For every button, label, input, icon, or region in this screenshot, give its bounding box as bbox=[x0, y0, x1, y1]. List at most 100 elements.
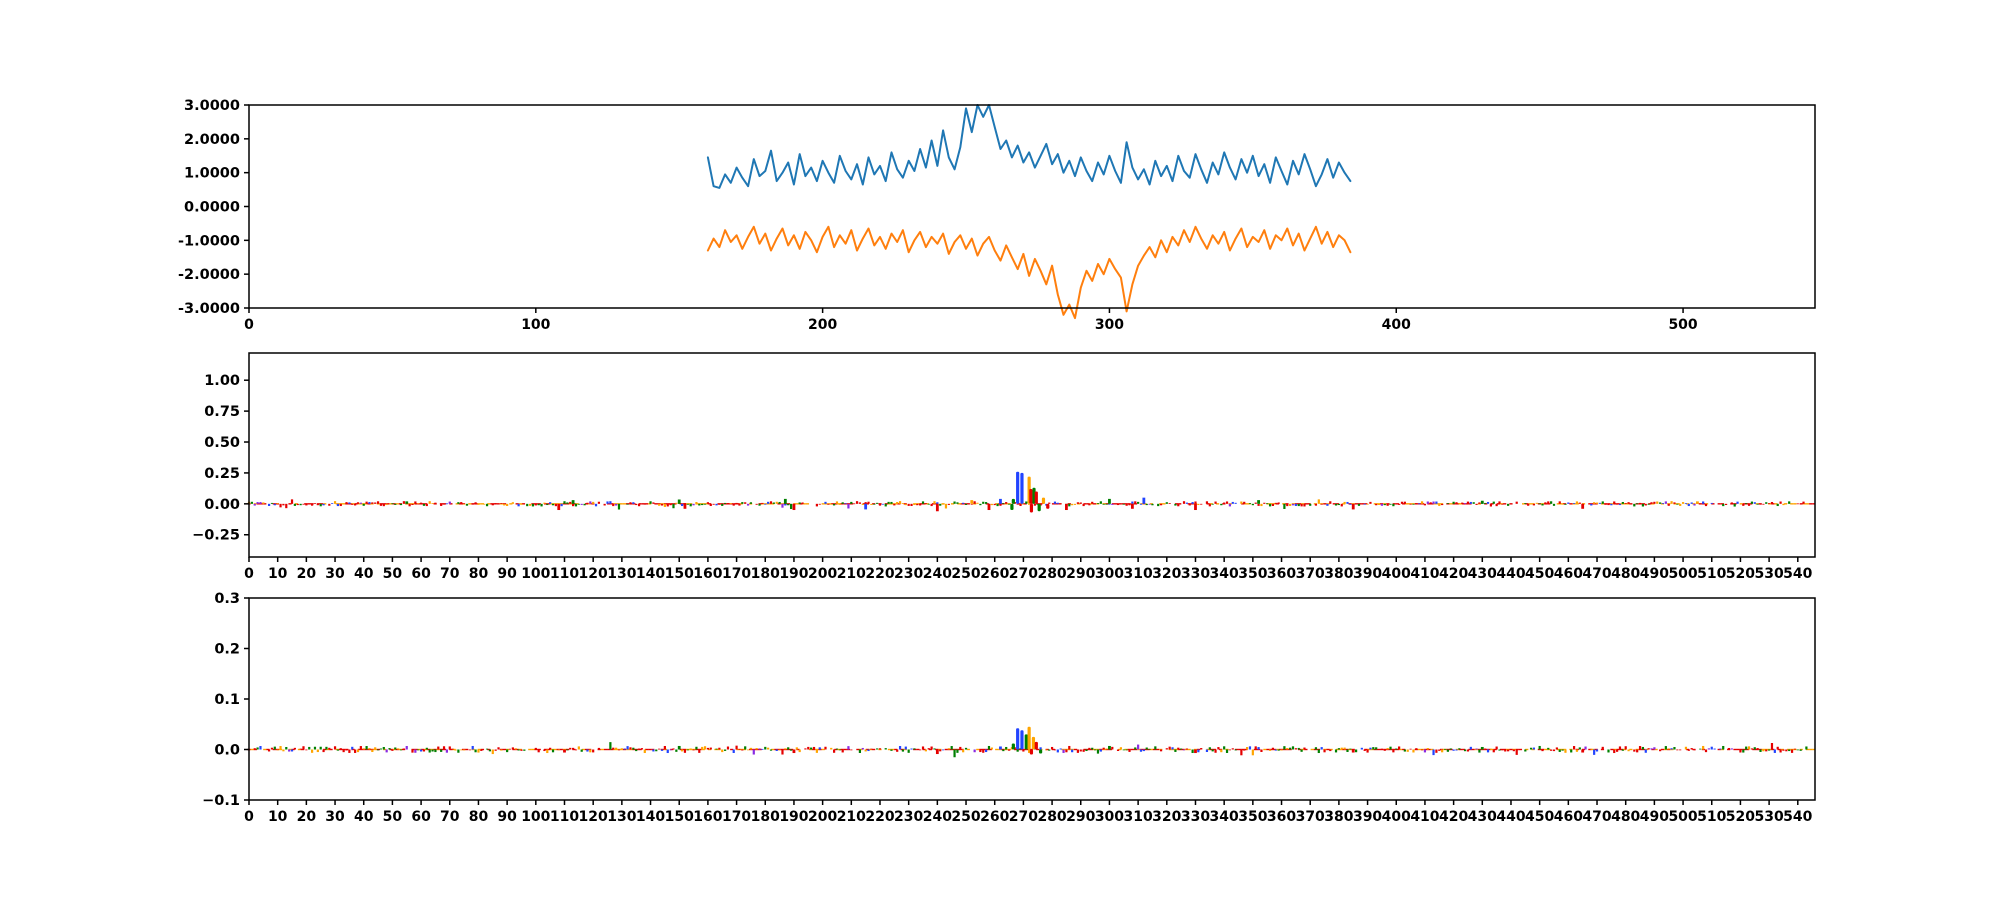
x-tick-label: 390 bbox=[1353, 809, 1382, 825]
x-tick-label: 20 bbox=[297, 809, 317, 825]
attribution-mark bbox=[935, 749, 939, 755]
x-tick-label: 480 bbox=[1611, 809, 1640, 825]
axes-frame bbox=[248, 104, 1816, 309]
x-tick-label: 150 bbox=[665, 809, 694, 825]
x-tick-label: 70 bbox=[440, 566, 460, 582]
y-tick-label: 0.50 bbox=[204, 435, 240, 451]
y-tick-label: 0.00 bbox=[204, 497, 240, 513]
spike-bar bbox=[1037, 503, 1041, 512]
x-tick-label: 60 bbox=[411, 809, 431, 825]
x-tick-label: 280 bbox=[1037, 809, 1066, 825]
y-tick-label: 1.0000 bbox=[184, 166, 240, 182]
x-tick-label: 490 bbox=[1640, 566, 1669, 582]
attribution-mark bbox=[935, 503, 939, 512]
x-tick-label: 10 bbox=[268, 809, 288, 825]
upper-blue-trace bbox=[706, 104, 1352, 189]
x-tick-label: 350 bbox=[1238, 809, 1267, 825]
x-tick-label: 200 bbox=[808, 566, 837, 582]
x-tick-label: 80 bbox=[469, 566, 489, 582]
attribution-mark bbox=[792, 749, 796, 754]
attribution-mark bbox=[1194, 749, 1197, 754]
x-tick-label: 50 bbox=[383, 809, 403, 825]
x-tick-label: 340 bbox=[1210, 566, 1239, 582]
x-tick-label: 390 bbox=[1353, 566, 1382, 582]
x-tick-label: 170 bbox=[722, 566, 751, 582]
spike-bar bbox=[1034, 491, 1038, 504]
x-tick-label: 430 bbox=[1468, 566, 1497, 582]
y-tick-label: 0.3 bbox=[214, 591, 240, 607]
x-tick-label: 300 bbox=[1095, 809, 1124, 825]
x-tick-label: 430 bbox=[1468, 809, 1497, 825]
x-tick-label: 200 bbox=[808, 317, 837, 333]
attribution-mark bbox=[999, 498, 1002, 504]
x-tick-label: 460 bbox=[1554, 566, 1583, 582]
x-tick-label: 500 bbox=[1668, 566, 1697, 582]
x-tick-label: 190 bbox=[779, 809, 808, 825]
attribution-mark bbox=[783, 498, 787, 504]
spike-bar bbox=[1020, 730, 1024, 750]
attribution-mark bbox=[792, 503, 796, 511]
attribution-mark bbox=[987, 503, 991, 511]
x-tick-label: 180 bbox=[751, 809, 780, 825]
x-tick-label: 260 bbox=[980, 566, 1009, 582]
x-tick-label: 250 bbox=[951, 809, 980, 825]
x-tick-label: 0 bbox=[244, 317, 254, 333]
x-tick-label: 320 bbox=[1152, 809, 1181, 825]
attribution-mark bbox=[970, 500, 974, 504]
attribution-mark bbox=[571, 500, 575, 504]
x-tick-label: 100 bbox=[521, 317, 550, 333]
x-tick-label: 140 bbox=[636, 566, 665, 582]
x-axis-ticks: 0 10 20 30 40 50 60 70 80 90 100 110 120 130 140 150 160… bbox=[244, 557, 1813, 582]
x-tick-label: 30 bbox=[325, 566, 345, 582]
x-tick-label: 360 bbox=[1267, 566, 1296, 582]
x-tick-label: 440 bbox=[1496, 809, 1525, 825]
spike-bar bbox=[1011, 498, 1015, 504]
x-tick-label: 470 bbox=[1582, 566, 1611, 582]
spike-bar bbox=[1027, 726, 1031, 750]
attribution-mark bbox=[1480, 746, 1484, 750]
y-tick-label: −0.25 bbox=[192, 528, 240, 544]
x-tick-label: 170 bbox=[722, 809, 751, 825]
spike-bar bbox=[1041, 497, 1046, 504]
x-tick-label: 110 bbox=[550, 566, 579, 582]
x-tick-label: 160 bbox=[693, 809, 722, 825]
x-axis-ticks: 0 100 200 300 400 500 bbox=[244, 308, 1698, 333]
x-tick-label: 500 bbox=[1668, 317, 1697, 333]
y-tick-label: -2.0000 bbox=[178, 267, 240, 283]
attribution-noise-marks bbox=[247, 742, 1808, 758]
x-tick-label: 290 bbox=[1066, 809, 1095, 825]
attribution-mark bbox=[864, 503, 868, 510]
spike-bar bbox=[1020, 472, 1024, 504]
x-tick-label: 90 bbox=[497, 809, 517, 825]
attribution-mark bbox=[1108, 498, 1111, 504]
x-axis-ticks: 0 10 20 30 40 50 60 70 80 90 100 110 120 130 140 150 160… bbox=[244, 800, 1813, 825]
x-tick-label: 80 bbox=[469, 809, 489, 825]
attribution-mark bbox=[1142, 497, 1146, 504]
y-tick-label: 0.1 bbox=[214, 692, 240, 708]
attribution-mark bbox=[1581, 749, 1585, 753]
spike-bar bbox=[1039, 749, 1043, 754]
x-tick-label: 450 bbox=[1525, 566, 1554, 582]
x-tick-label: 40 bbox=[354, 566, 374, 582]
attribution-mark bbox=[1581, 503, 1585, 509]
attribution-mark bbox=[405, 501, 409, 504]
x-tick-label: 540 bbox=[1783, 566, 1812, 582]
x-tick-label: 120 bbox=[579, 566, 608, 582]
x-tick-label: 370 bbox=[1296, 566, 1325, 582]
x-tick-label: 420 bbox=[1439, 566, 1468, 582]
spike-bar bbox=[1031, 736, 1036, 750]
x-tick-label: 360 bbox=[1267, 809, 1296, 825]
x-tick-label: 460 bbox=[1554, 809, 1583, 825]
x-tick-label: 380 bbox=[1324, 809, 1353, 825]
x-tick-label: 300 bbox=[1095, 566, 1124, 582]
x-tick-label: 470 bbox=[1582, 809, 1611, 825]
x-tick-label: 130 bbox=[607, 566, 636, 582]
spike-bar bbox=[1046, 503, 1050, 509]
spike-bar bbox=[1029, 749, 1034, 755]
x-tick-label: 400 bbox=[1382, 566, 1411, 582]
spike-bar bbox=[1029, 489, 1033, 504]
x-tick-label: 220 bbox=[865, 566, 894, 582]
axes-frame bbox=[248, 597, 1816, 801]
x-tick-label: 410 bbox=[1410, 566, 1439, 582]
